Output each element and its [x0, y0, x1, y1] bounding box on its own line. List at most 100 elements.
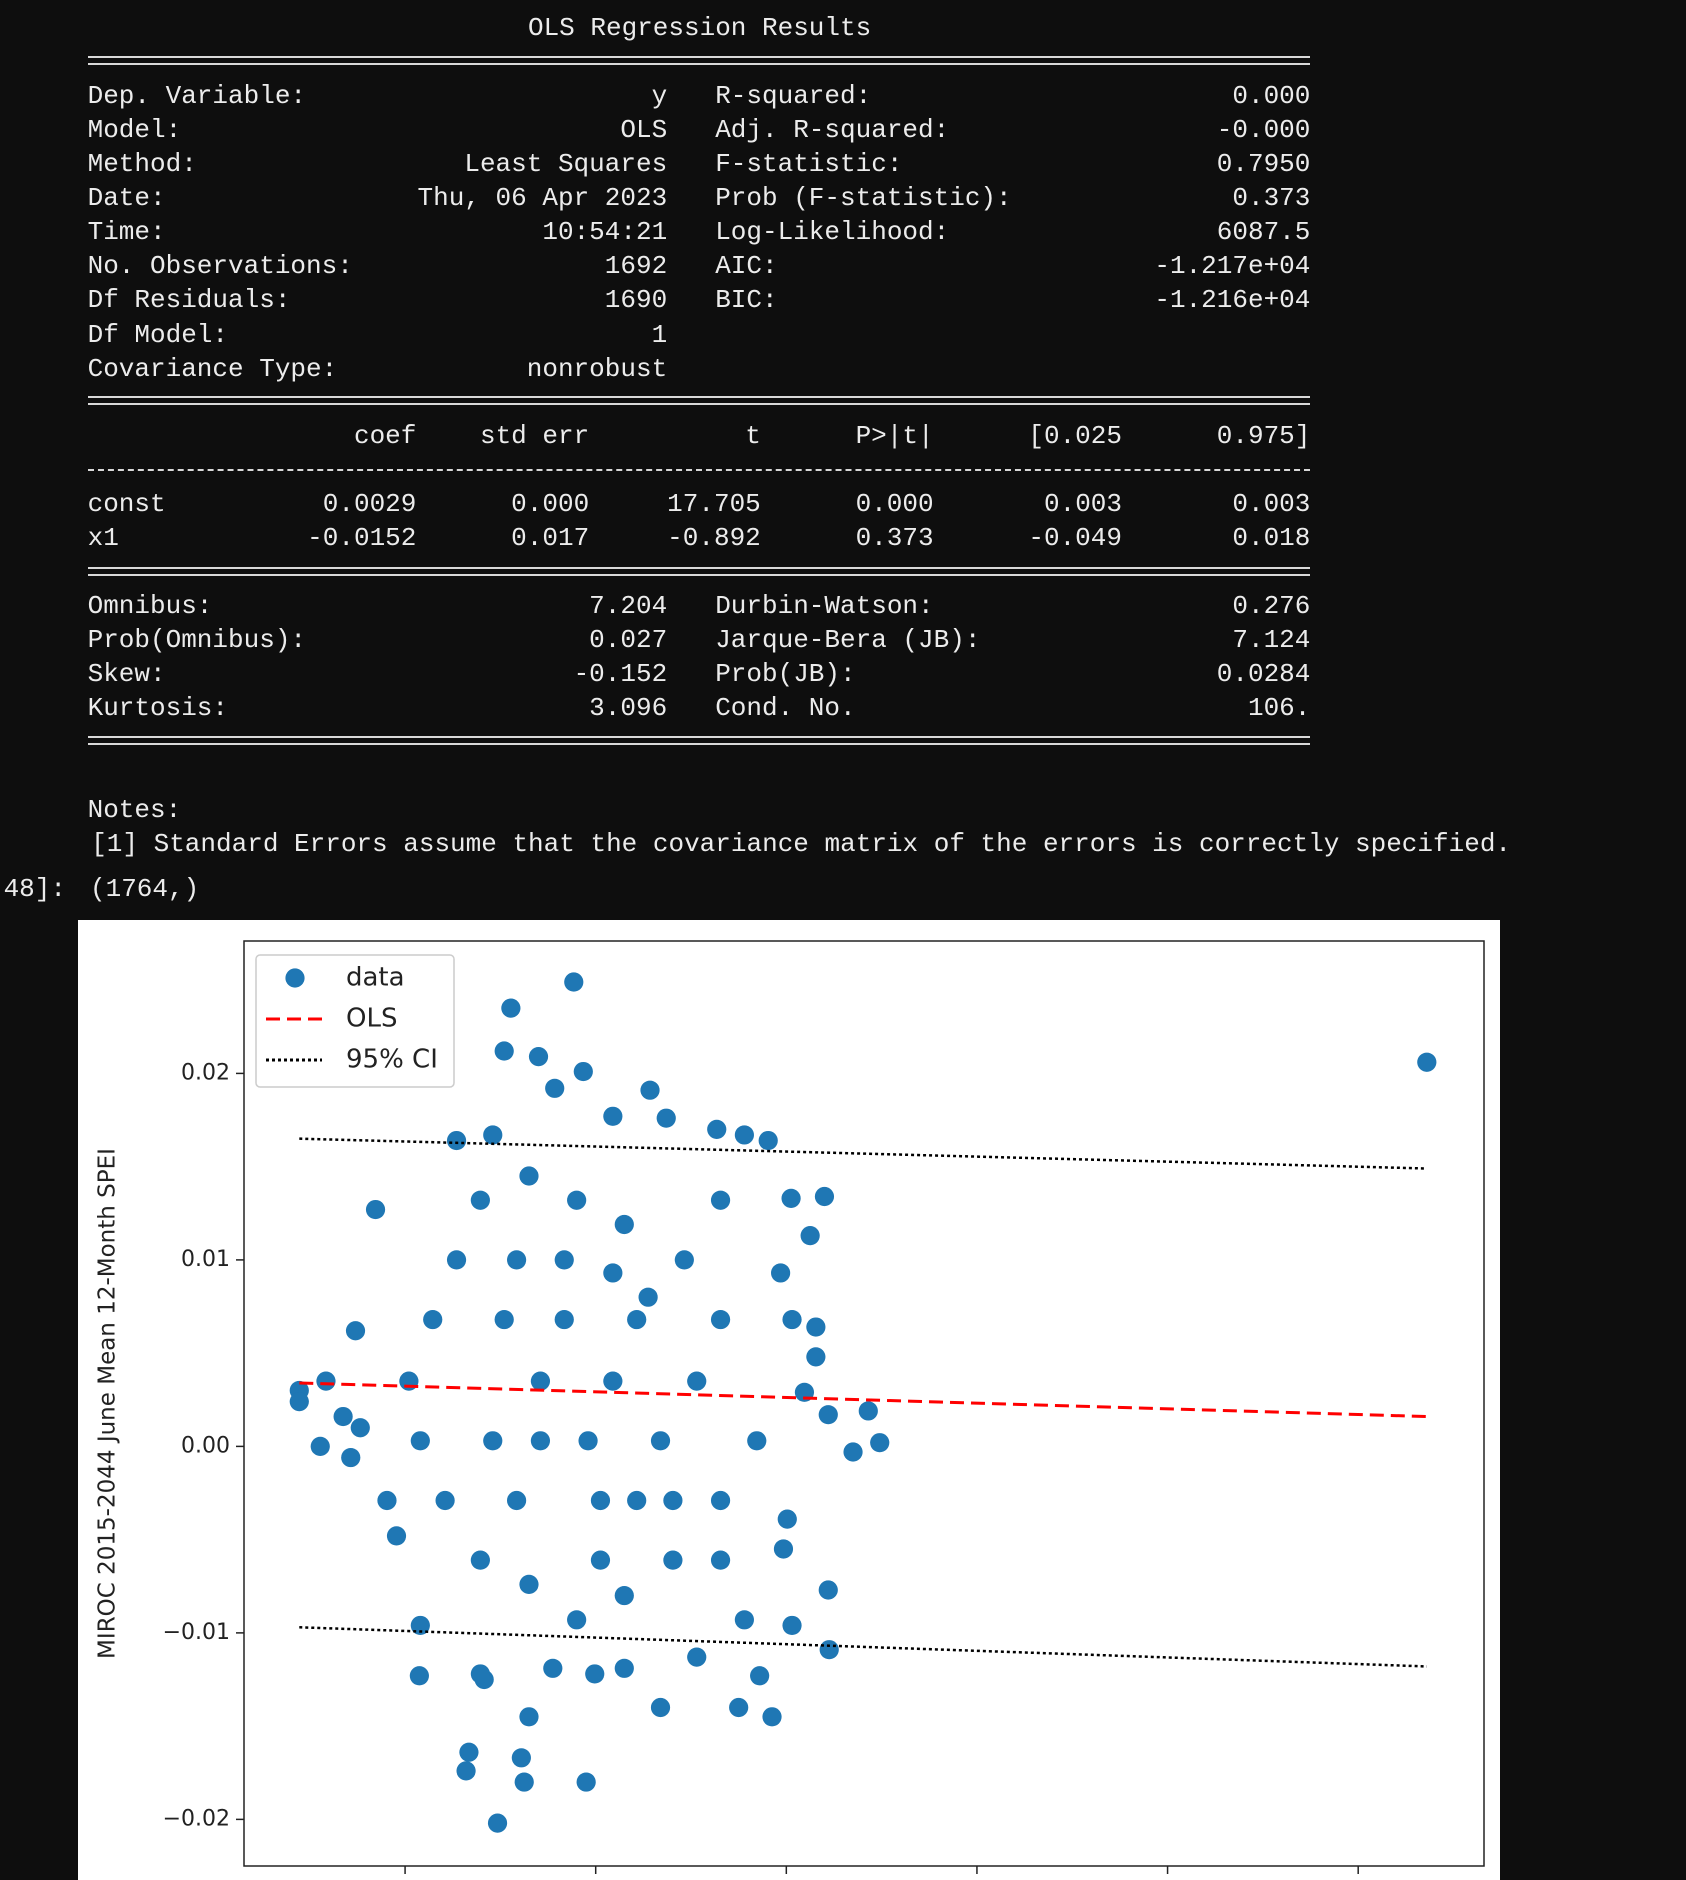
data-point [663, 1490, 683, 1511]
diag-label: Omnibus: [87, 591, 213, 621]
data-point [289, 1392, 309, 1412]
data-point [554, 1309, 574, 1330]
data-point [640, 1080, 660, 1100]
data-point [446, 1130, 467, 1151]
coef-header: std err [479, 420, 590, 451]
data-point [818, 1405, 838, 1425]
data-point [576, 1772, 596, 1792]
summary-value: 10:54:21 [542, 217, 668, 248]
summary-label: R-squared: [715, 81, 872, 111]
coef-cell: 0.000 [855, 489, 934, 519]
diag-label: Kurtosis: [87, 693, 229, 724]
y-tick-label: 0.02 [181, 1060, 230, 1085]
summary-title: OLS Regression Results [527, 12, 872, 43]
summary-label: Date: [87, 183, 166, 214]
summary-value: y [651, 81, 668, 111]
summary-label: F-statistic: [715, 149, 903, 180]
y-tick-label: 0.01 [181, 1247, 230, 1272]
summary-value: -0.000 [1216, 115, 1311, 146]
data-point [501, 998, 521, 1018]
data-point [365, 1199, 386, 1220]
summary-label: AIC: [715, 251, 778, 282]
summary-label: Method: [87, 149, 197, 180]
data-point [470, 1550, 490, 1570]
data-point [771, 1263, 791, 1283]
data-point [423, 1309, 443, 1330]
data-point [870, 1433, 890, 1453]
data-point [341, 1447, 361, 1468]
data-point [710, 1309, 731, 1330]
data-point [638, 1287, 658, 1307]
data-point [1417, 1052, 1437, 1072]
diag-label: Skew: [87, 659, 166, 690]
data-point [530, 1431, 551, 1451]
data-point [777, 1509, 797, 1529]
summary-value: -1.217e+04 [1154, 251, 1311, 282]
notes-heading: Notes: [87, 795, 182, 825]
data-point [530, 1371, 551, 1391]
data-point [710, 1550, 731, 1570]
data-point [710, 1490, 731, 1511]
data-point [614, 1214, 634, 1235]
data-point [519, 1166, 539, 1186]
data-point [333, 1406, 353, 1427]
coef-name: x1 [87, 523, 119, 554]
ci-lower [299, 1626, 1427, 1668]
coef-cell: 17.705 [667, 489, 761, 519]
summary-value: 0.000 [1232, 81, 1311, 111]
output-value: (1764,) [90, 874, 200, 905]
data-point [603, 1263, 623, 1283]
data-point [656, 1108, 676, 1128]
summary-value: Thu, 06 Apr 2023 [417, 183, 668, 214]
diag-label: Durbin-Watson: [715, 591, 934, 621]
separator [88, 56, 1310, 65]
diag-value: 0.276 [1232, 591, 1311, 621]
summary-value: OLS [620, 115, 668, 146]
data-point [409, 1666, 429, 1686]
data-point [707, 1119, 727, 1139]
note: [1] Standard Errors assume that the cova… [91, 828, 1512, 859]
data-point [316, 1371, 336, 1391]
data-point [506, 1250, 527, 1270]
summary-label: Log-Likelihood: [715, 217, 950, 248]
data-point [519, 1707, 539, 1727]
data-point [590, 1550, 611, 1570]
summary-label: Adj. R-squared: [715, 115, 950, 146]
y-tick-label: 0.00 [181, 1433, 230, 1458]
data-point [567, 1610, 587, 1630]
coef-header: [0.025 [1028, 420, 1122, 451]
summary-label: No. Observations: [87, 251, 353, 282]
data-point [734, 1125, 754, 1145]
data-point [603, 1106, 623, 1126]
data-point [843, 1442, 863, 1462]
coef-header: t [745, 420, 761, 451]
data-point [806, 1317, 826, 1337]
coef-cell: -0.892 [667, 523, 761, 554]
data-point [747, 1431, 767, 1451]
data-point [511, 1748, 531, 1768]
diag-value: 7.124 [1232, 625, 1311, 656]
data-point [603, 1371, 623, 1391]
data-point [470, 1190, 490, 1210]
output-prompt: 48]: [3, 874, 66, 905]
summary-value: 0.7950 [1216, 149, 1311, 180]
data-point [377, 1490, 397, 1511]
summary-value: -1.216e+04 [1154, 285, 1311, 316]
data-point [483, 1431, 503, 1451]
coef-name: const [87, 489, 166, 519]
data-point [627, 1309, 647, 1330]
coef-cell: 0.003 [1043, 489, 1122, 519]
legend-label: OLS [346, 1004, 397, 1034]
data-point [564, 972, 584, 992]
coef-cell: 0.000 [511, 489, 590, 519]
coef-header: 0.975] [1216, 420, 1311, 451]
data-point [782, 1615, 802, 1636]
legend-label: data [346, 963, 405, 993]
data-point [758, 1130, 778, 1151]
data-point [514, 1772, 534, 1792]
y-axis-label: MIROC 2015-2044 June Mean 12-Month SPEI [95, 1148, 121, 1659]
summary-value: 0.373 [1232, 183, 1311, 214]
data-point [494, 1309, 514, 1330]
diag-value: 0.027 [589, 625, 668, 656]
